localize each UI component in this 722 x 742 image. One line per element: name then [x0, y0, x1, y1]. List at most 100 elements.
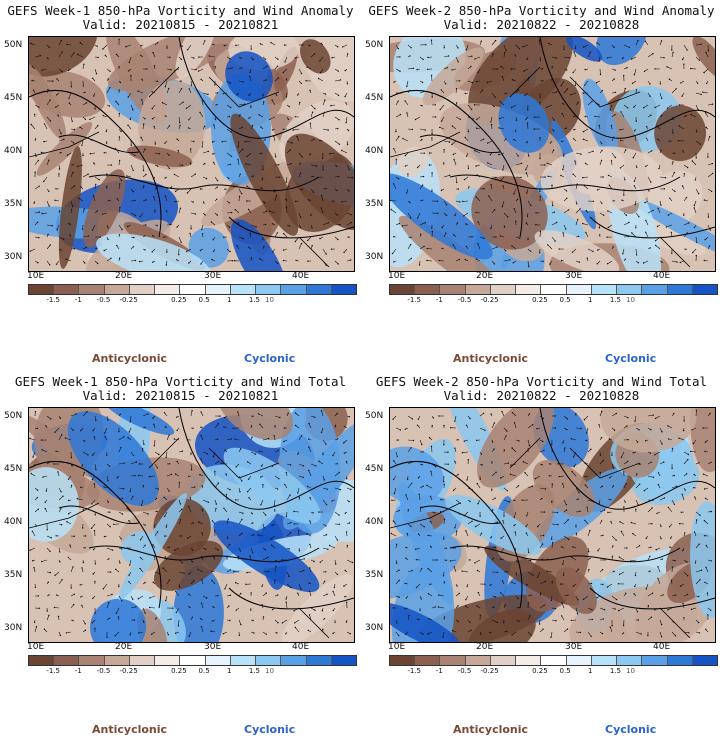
colorbar-segment [465, 285, 491, 294]
panel-valid-dates: Valid: 20210822 - 20210828 [443, 388, 640, 403]
colorbar-segment [29, 656, 55, 665]
panel-valid-dates: Valid: 20210815 - 20210821 [82, 388, 279, 403]
lon-tick-label: 10E [27, 642, 45, 652]
colorbar-label: 1.5 [609, 296, 621, 304]
colorbar-labels: -1.5 -1 -0.5 -0.25 0.25 0.5 1 1.5 10 [28, 667, 355, 677]
lon-tick-label: 30E [204, 271, 222, 281]
colorbar-label: -0.25 [119, 667, 138, 675]
colorbar-segment [54, 285, 80, 294]
lat-tick-label: 35N [365, 570, 384, 580]
lat-tick-label: 45N [4, 464, 23, 474]
colorbar-segment [516, 285, 542, 294]
panel-title: GEFS Week-1 850-hPa Vorticity and Wind T… [14, 374, 347, 389]
cyclonic-label: Cyclonic [605, 352, 657, 365]
vorticity-field [390, 408, 715, 642]
map-panel: GEFS Week-2 850-hPa Vorticity and Wind A… [361, 0, 722, 371]
lat-tick-label: 35N [4, 570, 23, 580]
colorbar-label: 1.5 [609, 667, 621, 675]
anticyclonic-label: Anticyclonic [453, 352, 529, 365]
colorbar-segment [155, 656, 181, 665]
lat-tick-label: 45N [365, 93, 384, 103]
colorbar-segment [591, 285, 618, 294]
colorbar-label: -1 [435, 296, 443, 304]
colorbar-scale-note: 10 [265, 296, 274, 304]
colorbar-segment [155, 285, 181, 294]
map-area [28, 407, 355, 643]
colorbar-segment [256, 285, 282, 294]
colorbar-segment [617, 285, 643, 294]
colorbar-label: -0.5 [457, 296, 472, 304]
colorbar-label: -1 [74, 296, 82, 304]
lat-tick-label: 40N [365, 146, 384, 156]
colorbar-segment [642, 656, 668, 665]
lon-tick-label: 40E [653, 271, 671, 281]
vorticity-field [390, 37, 715, 271]
cyclonic-label: Cyclonic [244, 352, 296, 365]
colorbar-segment [390, 656, 416, 665]
colorbar-label: -1.5 [407, 296, 422, 304]
panel-title: GEFS Week-2 850-hPa Vorticity and Wind T… [375, 374, 708, 389]
colorbar-segment [440, 656, 466, 665]
colorbar-label: 1.5 [248, 667, 260, 675]
colorbar-segment [129, 285, 156, 294]
colorbar-segment [465, 656, 491, 665]
colorbar-label: 0.5 [198, 296, 210, 304]
lon-tick-label: 20E [115, 642, 133, 652]
vorticity-field [29, 408, 354, 642]
colorbar-label: 0.5 [559, 667, 571, 675]
lon-tick-label: 30E [565, 642, 583, 652]
lon-tick-label: 20E [476, 271, 494, 281]
colorbar-label: -0.25 [480, 296, 499, 304]
map-panel: GEFS Week-1 850-hPa Vorticity and Wind T… [0, 371, 361, 742]
colorbar-segment [541, 285, 567, 294]
colorbar [389, 655, 718, 666]
lon-tick-label: 20E [115, 271, 133, 281]
colorbar-labels: -1.5 -1 -0.5 -0.25 0.25 0.5 1 1.5 10 [389, 296, 716, 306]
colorbar-label: 1 [587, 296, 593, 304]
lon-tick-label: 40E [292, 642, 310, 652]
colorbar-label: -0.25 [480, 667, 499, 675]
colorbar-scale-note: 10 [626, 667, 635, 675]
anticyclonic-label: Anticyclonic [453, 723, 529, 736]
colorbar-scale-note: 10 [265, 667, 274, 675]
lat-tick-label: 35N [4, 199, 23, 209]
colorbar-label: 1 [226, 667, 232, 675]
lat-tick-label: 30N [365, 623, 384, 633]
colorbar-segment [415, 656, 441, 665]
lat-tick-label: 45N [4, 93, 23, 103]
colorbar-segment [79, 285, 105, 294]
colorbar-label: 1 [587, 667, 593, 675]
colorbar-label: -0.5 [457, 667, 472, 675]
colorbar-segment [256, 656, 282, 665]
colorbar-segment [230, 656, 257, 665]
colorbar-segment [306, 285, 332, 294]
lon-tick-label: 10E [388, 271, 406, 281]
colorbar [389, 284, 718, 295]
colorbar-segment [591, 656, 618, 665]
colorbar [28, 284, 357, 295]
map-area [389, 36, 716, 272]
colorbar-segment [331, 285, 357, 294]
lat-tick-label: 40N [365, 517, 384, 527]
cyclonic-label: Cyclonic [244, 723, 296, 736]
panel-title: GEFS Week-2 850-hPa Vorticity and Wind A… [368, 3, 715, 18]
colorbar-segment [129, 656, 156, 665]
lon-tick-label: 40E [292, 271, 310, 281]
lon-tick-label: 10E [388, 642, 406, 652]
colorbar-labels: -1.5 -1 -0.5 -0.25 0.25 0.5 1 1.5 10 [28, 296, 355, 306]
colorbar-segment [331, 656, 357, 665]
colorbar-segment [281, 285, 307, 294]
colorbar-label: -1.5 [46, 296, 61, 304]
lon-tick-label: 10E [27, 271, 45, 281]
lon-tick-label: 30E [565, 271, 583, 281]
colorbar-segment [306, 656, 332, 665]
anticyclonic-label: Anticyclonic [92, 352, 168, 365]
colorbar-segment [617, 656, 643, 665]
lat-tick-label: 30N [365, 252, 384, 262]
colorbar-label: 1.5 [248, 296, 260, 304]
colorbar-segment [692, 285, 718, 294]
colorbar-segment [566, 285, 592, 294]
lat-tick-label: 50N [4, 411, 23, 421]
lon-tick-label: 20E [476, 642, 494, 652]
colorbar-segment [281, 656, 307, 665]
